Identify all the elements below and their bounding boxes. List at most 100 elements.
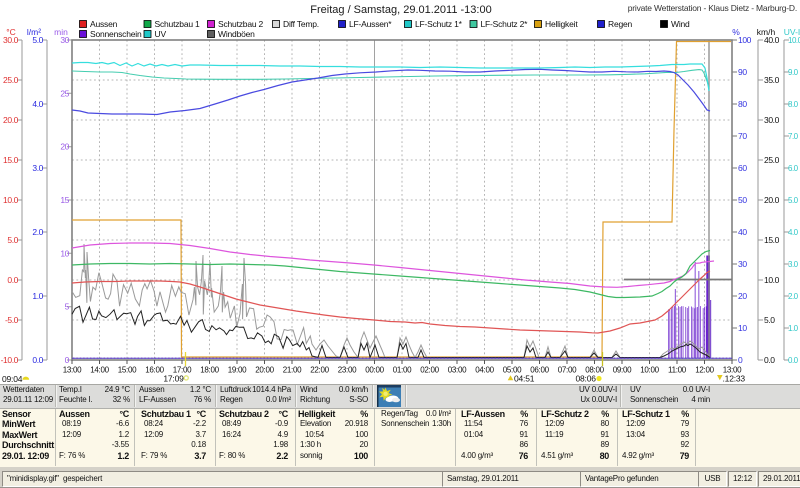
svg-text:15.0: 15.0 [3, 155, 19, 165]
svg-text:40: 40 [738, 227, 747, 237]
svg-text:3.0: 3.0 [788, 260, 799, 269]
svg-text:0: 0 [738, 355, 743, 365]
svg-text:0.0: 0.0 [32, 355, 43, 365]
svg-text:60: 60 [738, 163, 747, 173]
svg-text:08:06: 08:06 [576, 374, 597, 384]
svg-text:04:51: 04:51 [514, 374, 535, 384]
svg-text:10: 10 [738, 323, 747, 333]
svg-text:14:00: 14:00 [90, 366, 109, 375]
svg-text:10.0: 10.0 [3, 195, 19, 205]
svg-text:-10.0: -10.0 [1, 355, 19, 365]
svg-text:15.0: 15.0 [764, 235, 780, 245]
svg-text:Wind: Wind [671, 19, 690, 29]
svg-text:0.0: 0.0 [788, 356, 799, 365]
svg-text:20: 20 [738, 291, 747, 301]
svg-text:00:00: 00:00 [365, 366, 384, 375]
svg-text:17:09: 17:09 [163, 374, 184, 384]
svg-text:2.0: 2.0 [788, 292, 799, 301]
svg-text:l/m²: l/m² [27, 27, 41, 37]
svg-text:UV: UV [155, 29, 167, 39]
svg-text:4.0: 4.0 [788, 228, 799, 237]
svg-text:°C: °C [6, 27, 16, 37]
svg-text:9.0: 9.0 [788, 68, 799, 77]
svg-text:19:00: 19:00 [228, 366, 247, 375]
svg-text:05:00: 05:00 [503, 366, 522, 375]
svg-text:1.0: 1.0 [788, 324, 799, 333]
svg-text:30.0: 30.0 [764, 115, 780, 125]
svg-text:Sonnenschein: Sonnenschein [90, 29, 142, 39]
svg-text:16:00: 16:00 [145, 366, 164, 375]
svg-text:21:00: 21:00 [283, 366, 302, 375]
svg-text:30: 30 [738, 259, 747, 269]
svg-text:LF-Schutz 2*: LF-Schutz 2* [481, 19, 529, 29]
svg-text:40.0: 40.0 [764, 35, 780, 45]
svg-text:13:00: 13:00 [63, 366, 82, 375]
svg-text:17:00: 17:00 [173, 366, 192, 375]
svg-text:10:00: 10:00 [640, 366, 659, 375]
svg-text:5.0: 5.0 [788, 196, 799, 205]
svg-text:20: 20 [60, 142, 69, 152]
svg-text:18:00: 18:00 [200, 366, 219, 375]
svg-text:LF-Aussen*: LF-Aussen* [349, 19, 392, 29]
svg-text:0.0: 0.0 [7, 275, 18, 285]
svg-text:15:00: 15:00 [118, 366, 137, 375]
svg-text:-5.0: -5.0 [5, 315, 19, 325]
svg-text:5.0: 5.0 [764, 315, 775, 325]
svg-text:2.0: 2.0 [32, 227, 43, 237]
svg-text:5: 5 [65, 302, 70, 312]
svg-text:13:00: 13:00 [723, 366, 742, 375]
svg-text:25: 25 [60, 88, 69, 98]
svg-text:UV-I: UV-I [784, 27, 800, 37]
svg-text:20:00: 20:00 [255, 366, 274, 375]
svg-text:3.0: 3.0 [32, 163, 43, 173]
svg-text:04:00: 04:00 [475, 366, 494, 375]
svg-text:Regen: Regen [608, 19, 633, 29]
svg-text:90: 90 [738, 67, 747, 77]
svg-text:8.0: 8.0 [788, 100, 799, 109]
svg-text:30: 30 [60, 35, 69, 45]
svg-text:Helligkeit: Helligkeit [545, 19, 578, 29]
svg-text:km/h: km/h [757, 27, 776, 37]
svg-text:07:00: 07:00 [558, 366, 577, 375]
svg-text:03:00: 03:00 [448, 366, 467, 375]
svg-text:min: min [54, 27, 68, 37]
svg-text:20.0: 20.0 [3, 115, 19, 125]
svg-text:70: 70 [738, 131, 747, 141]
svg-text:15: 15 [60, 195, 69, 205]
svg-text:Windböen: Windböen [218, 29, 255, 39]
svg-text:10.0: 10.0 [788, 36, 800, 45]
svg-text:5.0: 5.0 [7, 235, 18, 245]
svg-text:01:00: 01:00 [393, 366, 412, 375]
svg-text:02:00: 02:00 [420, 366, 439, 375]
svg-text:09:00: 09:00 [613, 366, 632, 375]
svg-text:5.0: 5.0 [32, 35, 43, 45]
svg-text:4.0: 4.0 [32, 99, 43, 109]
svg-text:80: 80 [738, 99, 747, 109]
svg-text:private Wetterstation - Klaus: private Wetterstation - Klaus Dietz - Ma… [628, 3, 797, 13]
svg-text:0: 0 [65, 355, 70, 365]
svg-text:Aussen: Aussen [90, 19, 118, 29]
svg-text:22:00: 22:00 [310, 366, 329, 375]
svg-text:30.0: 30.0 [3, 35, 19, 45]
svg-text:100: 100 [738, 35, 752, 45]
svg-text:LF-Schutz 1*: LF-Schutz 1* [415, 19, 463, 29]
svg-text:1.0: 1.0 [32, 291, 43, 301]
svg-text:08:00: 08:00 [585, 366, 604, 375]
svg-text:.12:33: .12:33 [723, 374, 746, 384]
svg-text:20.0: 20.0 [764, 195, 780, 205]
svg-text:23:00: 23:00 [338, 366, 357, 375]
svg-text:6.0: 6.0 [788, 164, 799, 173]
svg-text:10.0: 10.0 [764, 275, 780, 285]
svg-text:25.0: 25.0 [764, 155, 780, 165]
svg-text:11:00: 11:00 [668, 366, 687, 375]
svg-text:Diff Temp.: Diff Temp. [283, 19, 319, 29]
svg-text:Schutzbau 1: Schutzbau 1 [155, 19, 201, 29]
svg-text:Schutzbau 2: Schutzbau 2 [218, 19, 264, 29]
svg-text:09:04: 09:04 [2, 374, 23, 384]
svg-text:7.0: 7.0 [788, 132, 799, 141]
svg-text:06:00: 06:00 [530, 366, 549, 375]
svg-text:50: 50 [738, 195, 747, 205]
svg-text:25.0: 25.0 [3, 75, 19, 85]
svg-text:10: 10 [60, 248, 69, 258]
svg-text:12:00: 12:00 [695, 366, 714, 375]
